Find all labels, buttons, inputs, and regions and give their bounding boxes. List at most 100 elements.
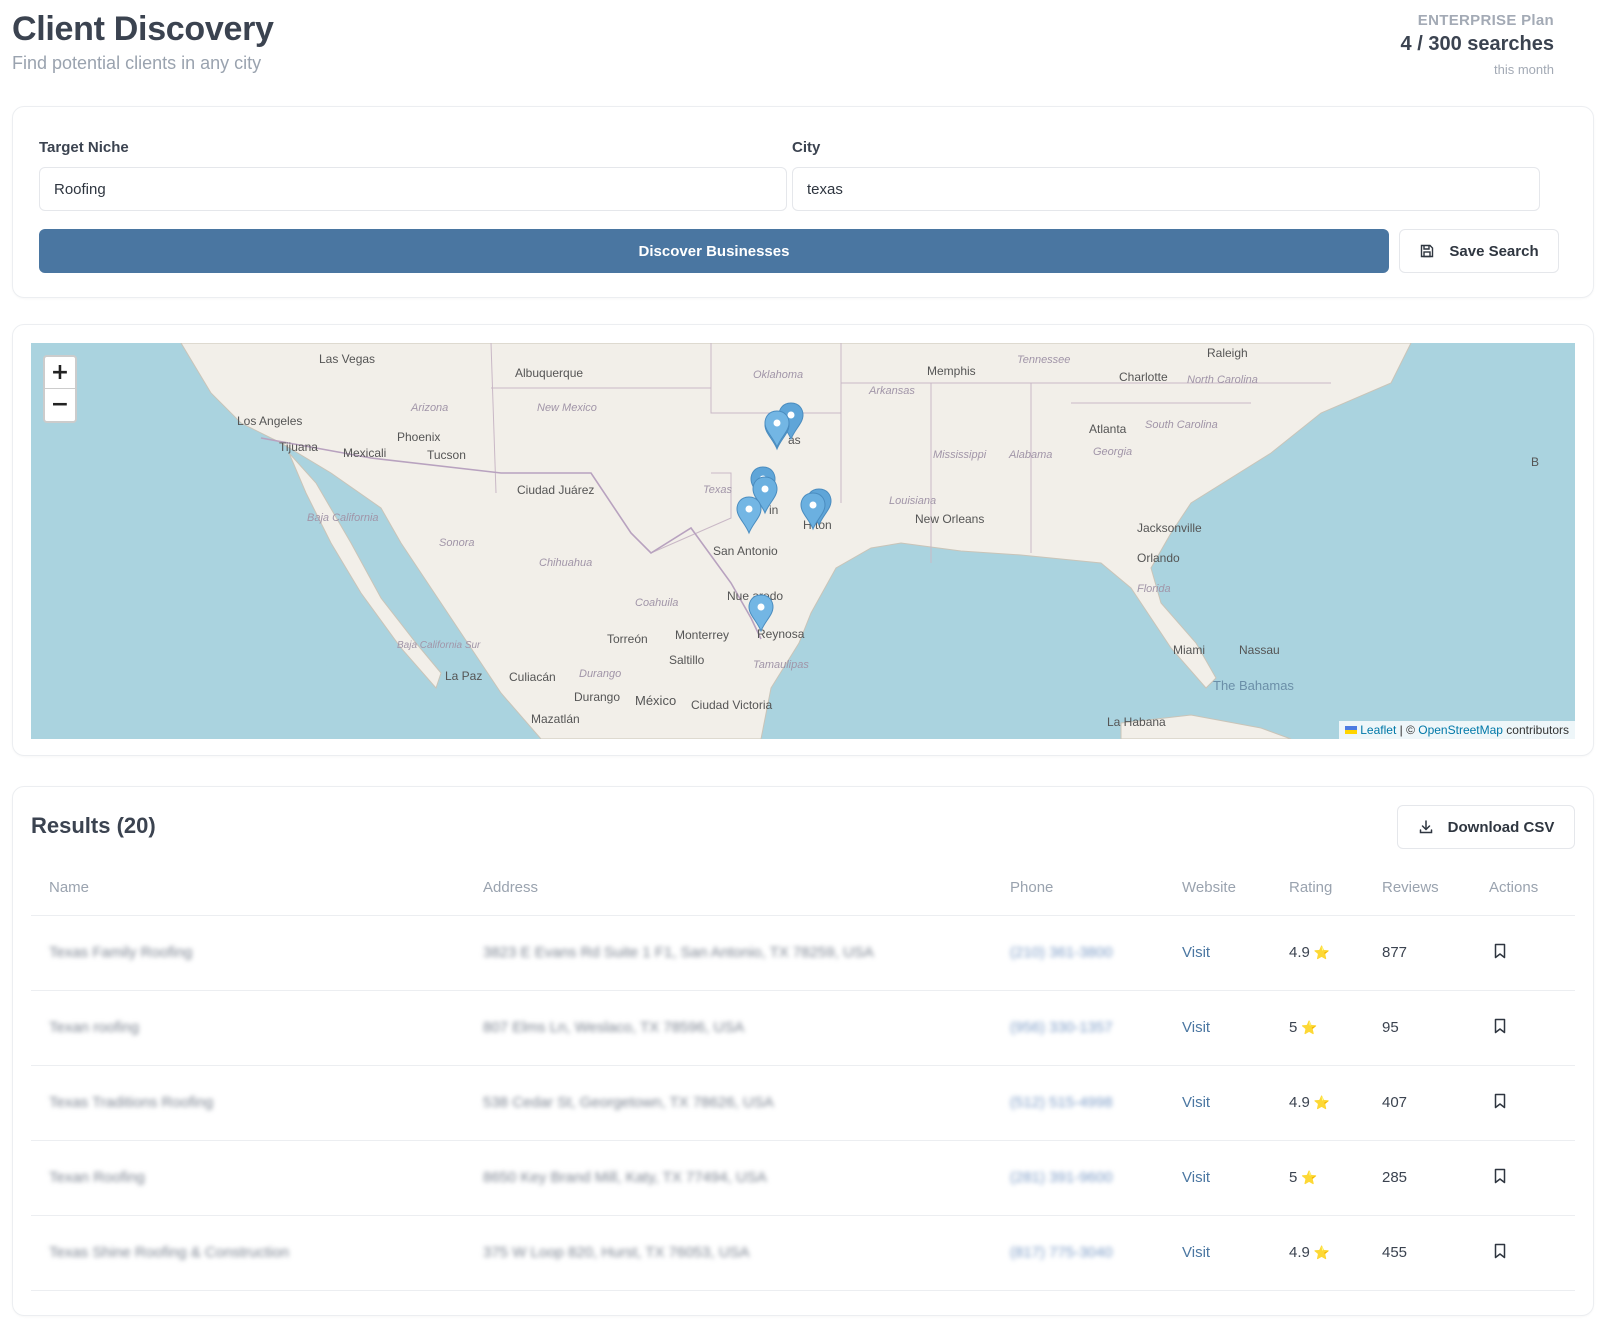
city-input[interactable] — [792, 167, 1540, 211]
review-count: 877 — [1382, 944, 1408, 961]
review-count: 95 — [1382, 1019, 1399, 1036]
results-map[interactable]: Las Vegas Albuquerque Oklahoma Memphis T… — [31, 343, 1575, 739]
column-header-address[interactable]: Address — [465, 861, 992, 916]
map-label: North Carolina — [1187, 374, 1258, 386]
column-header-rating[interactable]: Rating — [1271, 861, 1364, 916]
business-phone-link[interactable]: (210) 361-3800 — [1010, 944, 1113, 961]
column-header-website[interactable]: Website — [1164, 861, 1271, 916]
table-row[interactable]: Texan Roofing 8650 Key Brand Mill, Katy,… — [31, 1140, 1575, 1216]
business-phone-link[interactable]: (956) 330-1357 — [1010, 1019, 1113, 1036]
search-usage-count: 4 / 300 searches — [1400, 33, 1554, 55]
map-label: in — [769, 503, 778, 517]
save-search-button[interactable]: Save Search — [1399, 229, 1559, 273]
website-visit-link[interactable]: Visit — [1182, 1169, 1211, 1186]
page-subtitle: Find potential clients in any city — [12, 53, 262, 73]
rating-value: 4.9 — [1289, 944, 1310, 961]
land-mass — [180, 343, 1412, 739]
niche-label: Target Niche — [39, 139, 129, 156]
map-tiles: Las Vegas Albuquerque Oklahoma Memphis T… — [31, 343, 1575, 739]
map-label: Albuquerque — [515, 366, 583, 380]
bookmark-icon[interactable] — [1493, 943, 1507, 963]
business-name: Texan Roofing — [49, 1169, 145, 1186]
map-label: Torreón — [607, 632, 648, 646]
website-visit-link[interactable]: Visit — [1182, 1094, 1211, 1111]
map-label: Georgia — [1093, 446, 1132, 458]
business-phone-link[interactable]: (281) 391-9600 — [1010, 1169, 1113, 1186]
map-label: Tijuana — [279, 440, 318, 454]
map-label: Mexicali — [343, 446, 386, 460]
table-row[interactable]: Texas Family Roofing 3823 E Evans Rd Sui… — [31, 915, 1575, 991]
map-label: Tennessee — [1017, 354, 1070, 366]
map-label: Texas — [703, 484, 732, 496]
star-icon: ⭐ — [1301, 1020, 1318, 1035]
niche-input[interactable] — [39, 167, 787, 211]
table-row[interactable]: Texas Traditions Roofing 538 Cedar St, G… — [31, 1065, 1575, 1141]
map-label: Ciudad Victoria — [691, 698, 772, 712]
business-address: 3823 E Evans Rd Suite 1 F1, San Antonio,… — [483, 944, 874, 961]
discover-businesses-button[interactable]: Discover Businesses — [39, 229, 1389, 273]
table-header-row: Name Address Phone Website Rating Review… — [31, 861, 1575, 916]
map-label: Reynosa — [757, 627, 805, 641]
openstreetmap-link[interactable]: OpenStreetMap — [1418, 723, 1503, 737]
table-row[interactable]: Texan roofing 807 Elms Ln, Weslaco, TX 7… — [31, 990, 1575, 1066]
map-label: Chihuahua — [539, 557, 592, 569]
map-label: Jacksonville — [1137, 521, 1202, 535]
map-zoom-control: + − — [43, 355, 77, 423]
leaflet-link[interactable]: Leaflet — [1360, 723, 1397, 737]
star-icon: ⭐ — [1313, 1245, 1331, 1260]
map-label: Orlando — [1137, 551, 1180, 565]
map-label: Charlotte — [1119, 370, 1168, 384]
map-label: México — [635, 693, 676, 708]
map-label: Miami — [1173, 643, 1205, 657]
business-phone-link[interactable]: (512) 515-4998 — [1010, 1094, 1113, 1111]
table-row[interactable]: Texas Shine Roofing & Construction 375 W… — [31, 1215, 1575, 1291]
business-name: Texas Traditions Roofing — [49, 1094, 214, 1111]
bookmark-icon[interactable] — [1493, 1018, 1507, 1038]
business-phone-link[interactable]: (817) 775-3040 — [1010, 1244, 1113, 1261]
map-label: Culiacán — [509, 670, 556, 684]
attribution-separator: | © — [1396, 723, 1419, 737]
map-attribution: Leaflet | © OpenStreetMap contributors — [1339, 721, 1575, 739]
download-csv-button[interactable]: Download CSV — [1397, 805, 1575, 849]
business-address: 8650 Key Brand Mill, Katy, TX 77494, USA — [483, 1169, 767, 1186]
city-label: City — [792, 139, 821, 156]
rating-value: 4.9 — [1289, 1094, 1310, 1111]
zoom-in-button[interactable]: + — [45, 357, 75, 389]
map-label: Tucson — [427, 448, 466, 462]
map-label: Raleigh — [1207, 346, 1248, 360]
business-address: 375 W Loop 820, Hurst, TX 76053, USA — [483, 1244, 750, 1261]
map-label: La Habana — [1107, 715, 1166, 729]
website-visit-link[interactable]: Visit — [1182, 1244, 1211, 1261]
website-visit-link[interactable]: Visit — [1182, 1019, 1211, 1036]
column-header-phone[interactable]: Phone — [992, 861, 1164, 916]
map-markers[interactable] — [736, 402, 832, 633]
bookmark-icon[interactable] — [1493, 1168, 1507, 1188]
bookmark-icon[interactable] — [1493, 1243, 1507, 1263]
map-label: Baja California Sur — [397, 640, 481, 651]
map-label: Memphis — [927, 364, 976, 378]
map-label: Durango — [574, 690, 620, 704]
page-title: Client Discovery — [12, 10, 274, 48]
column-header-reviews[interactable]: Reviews — [1364, 861, 1471, 916]
map-card: Las Vegas Albuquerque Oklahoma Memphis T… — [12, 324, 1594, 756]
zoom-out-button[interactable]: − — [50, 392, 70, 417]
map-label: Arizona — [410, 402, 448, 414]
map-label: South Carolina — [1145, 419, 1218, 431]
map-label: Mississippi — [933, 449, 987, 461]
map-label: Florida — [1137, 583, 1171, 595]
map-label: Nassau — [1239, 643, 1280, 657]
download-csv-label: Download CSV — [1447, 818, 1555, 836]
business-name: Texan roofing — [49, 1019, 140, 1036]
bookmark-icon[interactable] — [1493, 1093, 1507, 1113]
plan-usage-box: ENTERPRISE Plan 4 / 300 searches this mo… — [1401, 12, 1554, 77]
review-count: 407 — [1382, 1094, 1408, 1111]
website-visit-link[interactable]: Visit — [1182, 944, 1211, 961]
map-label: Arkansas — [868, 385, 915, 397]
map-label: Coahuila — [635, 597, 678, 609]
results-card: Results (20) Download CSV Name Address P… — [12, 786, 1594, 1316]
map-label: The Bahamas — [1213, 678, 1294, 693]
column-header-name[interactable]: Name — [31, 861, 465, 916]
results-table: Name Address Phone Website Rating Review… — [31, 861, 1575, 1291]
business-address: 807 Elms Ln, Weslaco, TX 78596, USA — [483, 1019, 745, 1036]
business-address: 538 Cedar St, Georgetown, TX 78626, USA — [483, 1094, 774, 1111]
